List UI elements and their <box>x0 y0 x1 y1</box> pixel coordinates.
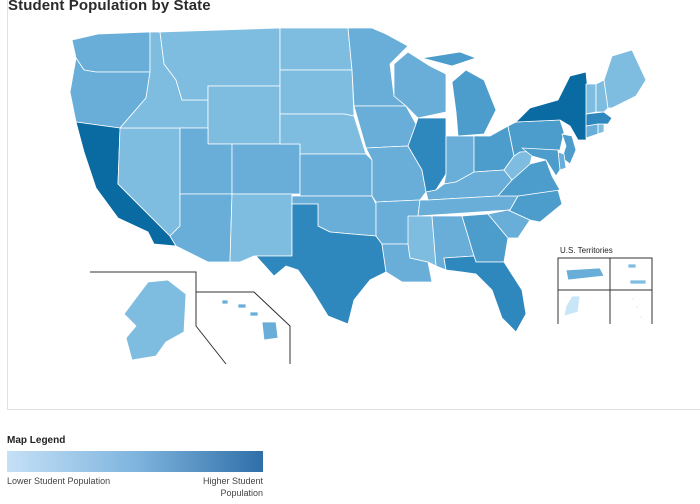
state-ma[interactable] <box>585 111 613 127</box>
state-mi[interactable] <box>421 51 497 137</box>
state-wi[interactable] <box>393 51 447 119</box>
state-fl[interactable] <box>443 255 527 333</box>
state-wy[interactable] <box>207 85 281 145</box>
state-hi[interactable] <box>221 299 279 341</box>
state-nj[interactable] <box>561 133 577 165</box>
map-frame <box>7 0 700 410</box>
us-map <box>69 27 653 365</box>
state-md[interactable] <box>521 147 561 177</box>
legend-low-label: Lower Student Population <box>7 476 111 486</box>
territory-mp[interactable] <box>631 297 643 319</box>
legend-gradient-bar <box>7 451 263 472</box>
state-vt[interactable] <box>585 83 597 115</box>
legend-title: Map Legend <box>7 435 66 446</box>
state-nd[interactable] <box>279 27 353 71</box>
state-nm[interactable] <box>229 193 293 263</box>
territory-vi[interactable] <box>627 263 647 285</box>
state-sc[interactable] <box>487 209 531 239</box>
state-ri[interactable] <box>597 123 605 135</box>
state-wa[interactable] <box>71 31 151 73</box>
state-ks[interactable] <box>299 153 373 197</box>
territory-pr[interactable] <box>565 267 605 281</box>
page-title: Student Population by State <box>8 0 211 14</box>
state-sd[interactable] <box>279 69 355 117</box>
inset-dividers <box>90 257 653 365</box>
state-ak[interactable] <box>123 279 187 361</box>
state-ms[interactable] <box>407 215 437 267</box>
state-mn[interactable] <box>347 27 409 107</box>
territory-gu[interactable] <box>563 295 581 317</box>
territories-label: U.S. Territories <box>560 246 613 255</box>
legend-high-label: Higher Student Population <box>202 476 263 498</box>
state-tx[interactable] <box>255 203 387 325</box>
state-me[interactable] <box>603 49 647 109</box>
state-ia[interactable] <box>353 105 417 149</box>
state-co[interactable] <box>231 143 301 195</box>
